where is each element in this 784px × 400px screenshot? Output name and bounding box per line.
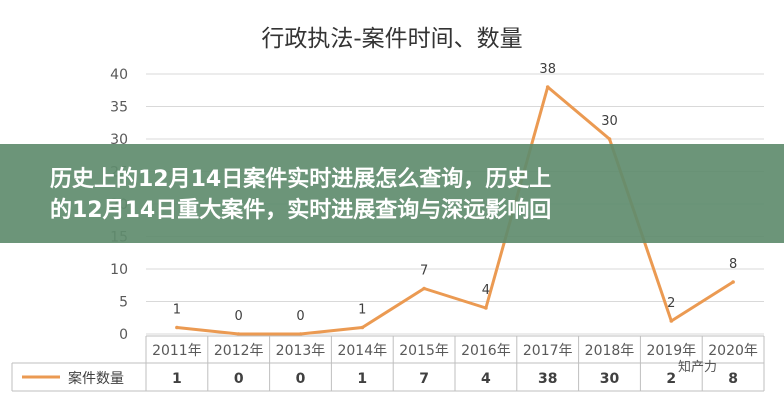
x-tick-label: 2018年	[585, 343, 635, 359]
chart-title: 行政执法-案件时间、数量	[261, 26, 522, 52]
data-point	[298, 332, 303, 336]
data-point	[545, 85, 550, 89]
x-tick-label: 2011年	[152, 343, 202, 359]
x-tick-label: 2014年	[337, 343, 387, 359]
data-point	[731, 280, 735, 284]
y-tick-label: 5	[119, 295, 128, 311]
data-label: 1	[173, 303, 181, 318]
y-tick-label: 40	[110, 67, 128, 83]
table-cell-value: 8	[728, 371, 738, 387]
table-cell-value: 0	[234, 371, 244, 387]
legend-label: 案件数量	[68, 370, 124, 387]
y-tick-label: 35	[110, 100, 128, 116]
x-tick-label: 2013年	[276, 343, 326, 359]
data-label: 0	[296, 309, 304, 324]
table-cell-value: 2	[666, 371, 676, 387]
x-tick-label: 2020年	[708, 343, 758, 359]
data-label: 38	[539, 62, 556, 77]
table-cell-value: 0	[296, 371, 306, 387]
data-point	[669, 319, 674, 323]
table-cell-value: 4	[481, 371, 491, 387]
table-cell-value: 7	[419, 371, 429, 387]
data-point	[236, 332, 241, 336]
data-label: 7	[420, 264, 428, 279]
data-label: 30	[601, 114, 618, 129]
data-label: 8	[729, 257, 737, 272]
y-tick-label: 0	[119, 327, 128, 343]
y-tick-label: 10	[110, 262, 128, 278]
table-cell-value: 1	[357, 371, 367, 387]
x-tick-label: 2017年	[523, 343, 573, 359]
data-label: 1	[358, 303, 366, 318]
banner-line-1: 历史上的12月14日案件实时进展怎么查询，历史上	[50, 167, 552, 192]
data-point	[484, 306, 488, 310]
data-point	[175, 325, 179, 330]
data-label: 0	[235, 309, 243, 324]
article-title-banner: 历史上的12月14日案件实时进展怎么查询，历史上 的12月14日重大案件，实时进…	[0, 144, 784, 243]
table-cell-value: 30	[600, 371, 620, 387]
x-tick-label: 2015年	[399, 343, 449, 359]
x-tick-label: 2012年	[214, 343, 264, 359]
data-point	[360, 325, 365, 330]
table-cell-value: 38	[538, 371, 557, 387]
data-point	[607, 137, 612, 141]
x-tick-label: 2016年	[461, 343, 511, 359]
watermark-text: 知产力	[678, 360, 718, 375]
table-cell-value: 1	[172, 371, 182, 387]
data-label: 2	[667, 296, 675, 311]
data-label: 4	[482, 283, 490, 298]
data-point	[422, 286, 426, 291]
banner-line-2: 的12月14日重大案件，实时进展查询与深远影响回	[50, 198, 552, 223]
x-tick-label: 2019年	[646, 343, 696, 359]
